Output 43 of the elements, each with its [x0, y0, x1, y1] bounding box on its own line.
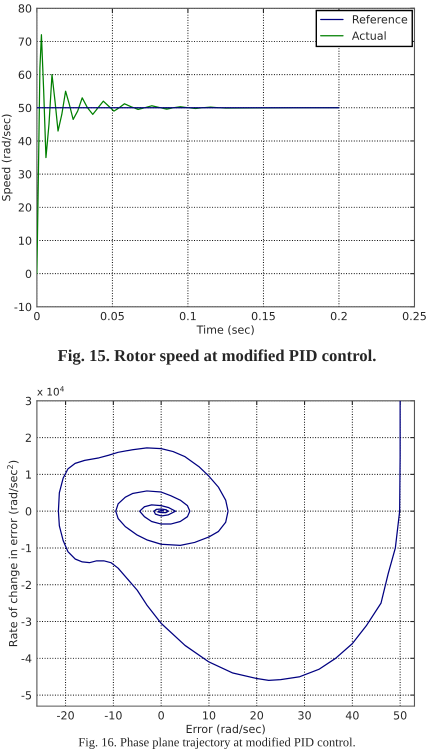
- y-tick-label: 30: [18, 170, 32, 179]
- y-tick-label: 3: [26, 396, 32, 406]
- line-series: [58, 400, 401, 682]
- x-tick-label: 0.15: [252, 312, 275, 320]
- y-tick-label: -5: [21, 691, 32, 700]
- x-tick-label: -20: [57, 711, 74, 720]
- x-tick-label: -10: [104, 711, 122, 720]
- y-tick-label: 0: [26, 270, 32, 278]
- x-tick-label: 0: [34, 312, 40, 320]
- x-tick-label: 40: [346, 711, 359, 720]
- x-tick-label: 0.05: [100, 312, 124, 320]
- y-tick-label: 40: [18, 136, 32, 146]
- y-tick-label: 80: [18, 4, 32, 13]
- legend-label: Actual: [352, 31, 386, 40]
- y-tick-label: 70: [18, 37, 32, 46]
- y-tick-label: 10: [19, 236, 32, 245]
- x-tick-label: 20: [250, 711, 264, 720]
- y-tick-label: 60: [18, 70, 32, 79]
- y-tick-label: 0: [26, 507, 32, 516]
- x-tick-label: 0.2: [330, 312, 347, 320]
- y-tick-label: 20: [18, 203, 32, 212]
- y-tick-label: 1: [26, 470, 32, 479]
- y-tick-label: -10: [14, 302, 32, 312]
- caption: Fig. 16. Phase plane trajectory at modified PID control.: [78, 737, 355, 749]
- y-axis-title: Rate of change in error (rad/sec$^{2}$): [7, 460, 20, 646]
- x-tick-label: 0.25: [402, 312, 426, 320]
- x-tick-label: 10: [203, 711, 216, 720]
- x-tick-label: 0: [158, 711, 164, 720]
- x-tick-label: 30: [298, 711, 311, 720]
- y-tick-label: -3: [21, 618, 32, 626]
- y-tick-label: -4: [21, 654, 32, 663]
- caption: Fig. 15. Rotor speed at modified PID control.: [58, 349, 376, 365]
- x-tick-label: 50: [394, 711, 406, 720]
- y-tick-label: 50: [18, 104, 32, 112]
- x-tick-label: 0.1: [180, 312, 196, 320]
- y-tick-label: -2: [21, 580, 31, 589]
- y-tick-label: -1: [21, 544, 32, 552]
- legend-label: Reference: [352, 14, 408, 24]
- x-axis-title: Error (rad/sec): [186, 724, 265, 734]
- y-axis-title: Speed (rad/sec): [2, 114, 12, 201]
- x-axis-title: Time (sec): [196, 325, 254, 336]
- text: x 10$^{4}$: [37, 386, 64, 396]
- y-tick-label: 2: [26, 434, 31, 442]
